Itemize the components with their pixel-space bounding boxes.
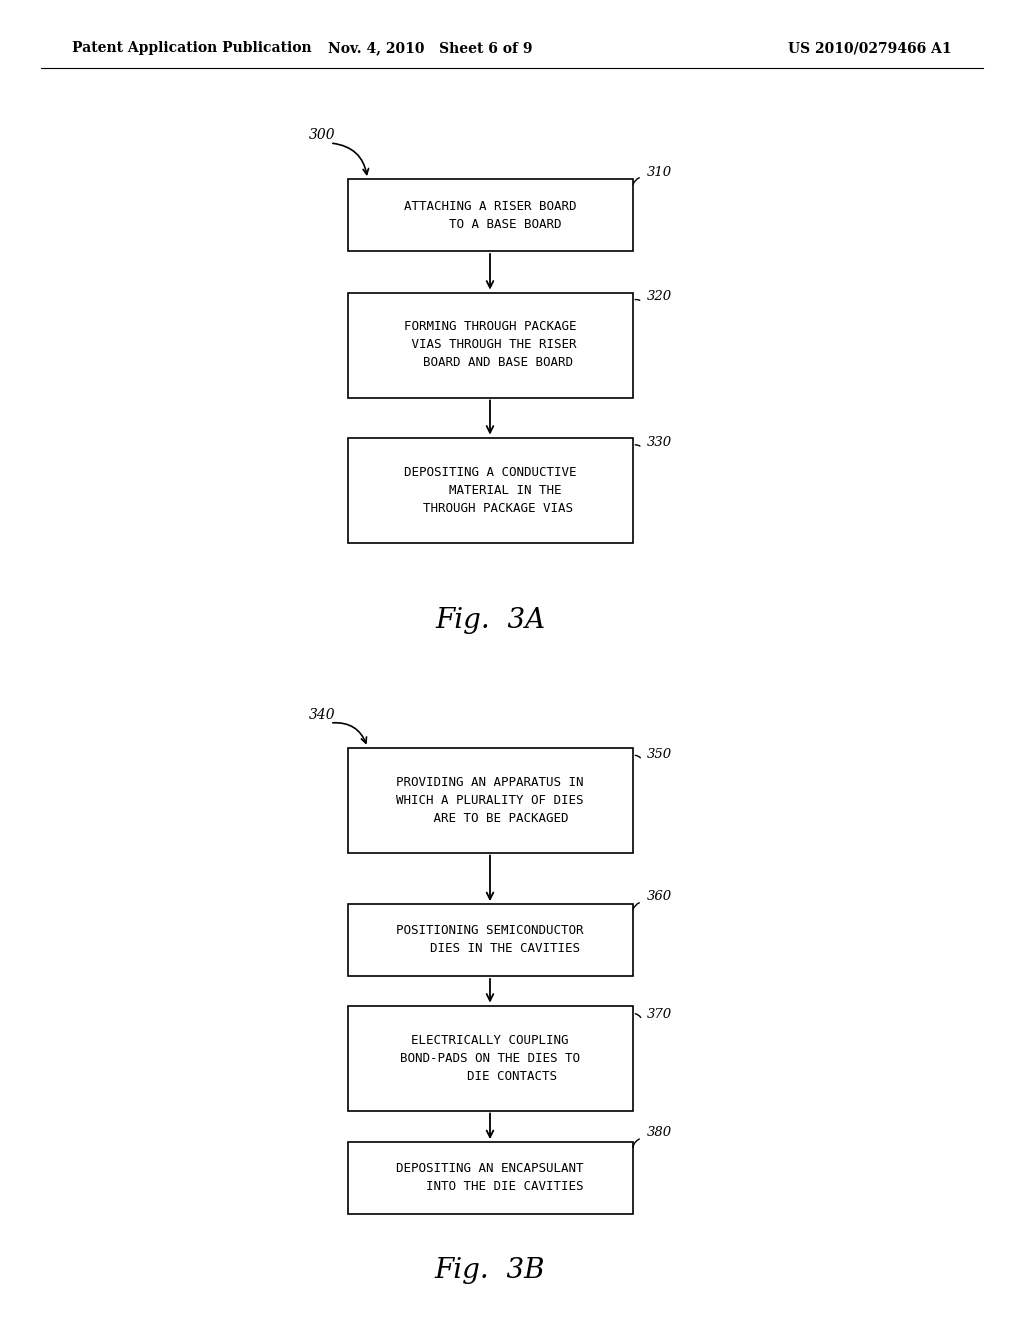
- Text: 330: 330: [647, 437, 672, 450]
- Text: ELECTRICALLY COUPLING
BOND-PADS ON THE DIES TO
      DIE CONTACTS: ELECTRICALLY COUPLING BOND-PADS ON THE D…: [400, 1034, 580, 1082]
- Bar: [347, 904, 633, 975]
- Text: Fig.  3A: Fig. 3A: [435, 606, 545, 634]
- Text: 310: 310: [647, 165, 672, 178]
- Text: Nov. 4, 2010   Sheet 6 of 9: Nov. 4, 2010 Sheet 6 of 9: [328, 41, 532, 55]
- Text: DEPOSITING AN ENCAPSULANT
    INTO THE DIE CAVITIES: DEPOSITING AN ENCAPSULANT INTO THE DIE C…: [396, 1163, 584, 1193]
- Text: ATTACHING A RISER BOARD
    TO A BASE BOARD: ATTACHING A RISER BOARD TO A BASE BOARD: [403, 199, 577, 231]
- Text: 320: 320: [647, 290, 672, 304]
- Text: 340: 340: [308, 708, 335, 722]
- Text: US 2010/0279466 A1: US 2010/0279466 A1: [788, 41, 952, 55]
- Text: DEPOSITING A CONDUCTIVE
    MATERIAL IN THE
  THROUGH PACKAGE VIAS: DEPOSITING A CONDUCTIVE MATERIAL IN THE …: [403, 466, 577, 515]
- Bar: [347, 437, 633, 543]
- Text: Fig.  3B: Fig. 3B: [435, 1257, 545, 1283]
- Bar: [347, 1006, 633, 1110]
- Text: 300: 300: [308, 128, 335, 143]
- Bar: [347, 293, 633, 397]
- Text: 350: 350: [647, 748, 672, 762]
- Text: FORMING THROUGH PACKAGE
 VIAS THROUGH THE RISER
  BOARD AND BASE BOARD: FORMING THROUGH PACKAGE VIAS THROUGH THE…: [403, 321, 577, 370]
- Text: PROVIDING AN APPARATUS IN
WHICH A PLURALITY OF DIES
   ARE TO BE PACKAGED: PROVIDING AN APPARATUS IN WHICH A PLURAL…: [396, 776, 584, 825]
- Bar: [347, 1142, 633, 1214]
- Text: 370: 370: [647, 1008, 672, 1022]
- Bar: [347, 747, 633, 853]
- Text: POSITIONING SEMICONDUCTOR
    DIES IN THE CAVITIES: POSITIONING SEMICONDUCTOR DIES IN THE CA…: [396, 924, 584, 956]
- Text: Patent Application Publication: Patent Application Publication: [72, 41, 311, 55]
- Bar: [347, 180, 633, 251]
- Text: 360: 360: [647, 891, 672, 903]
- Text: 380: 380: [647, 1126, 672, 1139]
